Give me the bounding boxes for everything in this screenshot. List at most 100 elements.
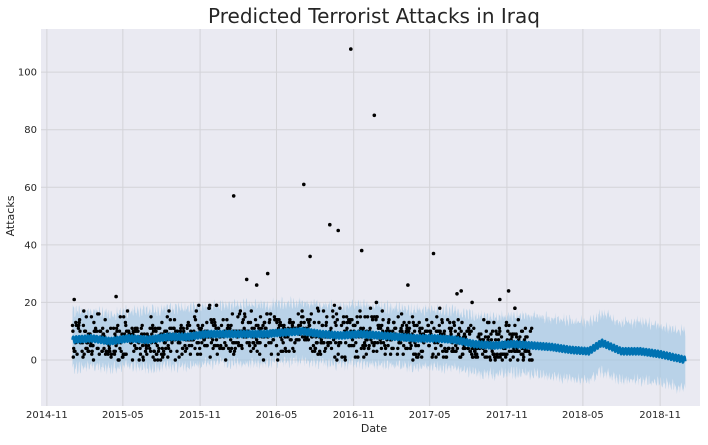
- observed-point: [236, 315, 240, 319]
- observed-point: [302, 182, 306, 187]
- observed-point: [492, 320, 496, 325]
- observed-point: [487, 320, 491, 325]
- forecast-line: [71, 326, 687, 364]
- observed-point: [420, 326, 424, 330]
- observed-point: [166, 355, 170, 359]
- observed-point: [375, 341, 380, 345]
- observed-point: [355, 315, 359, 319]
- observed-point: [495, 352, 499, 356]
- observed-point: [229, 338, 233, 342]
- observed-point: [241, 318, 245, 322]
- observed-point: [326, 343, 330, 348]
- observed-point: [269, 352, 274, 356]
- observed-point: [187, 343, 191, 348]
- observed-point: [432, 326, 436, 330]
- observed-point: [151, 355, 155, 359]
- observed-point: [169, 349, 173, 353]
- observed-point: [328, 341, 333, 345]
- observed-point: [365, 315, 370, 319]
- observed-point: [528, 352, 532, 356]
- observed-point: [530, 326, 534, 330]
- x-axis-label: Date: [361, 422, 388, 435]
- observed-point: [205, 343, 209, 348]
- observed-point: [199, 326, 203, 330]
- observed-point: [504, 323, 508, 328]
- observed-point: [381, 318, 385, 322]
- observed-point: [211, 346, 215, 351]
- observed-point: [284, 349, 288, 353]
- observed-point: [470, 352, 474, 356]
- observed-point: [230, 312, 235, 316]
- y-tick-label: 0: [31, 355, 37, 366]
- observed-point: [258, 315, 263, 319]
- observed-point: [142, 332, 146, 336]
- observed-point: [218, 346, 222, 351]
- observed-point: [336, 343, 341, 348]
- observed-point: [364, 352, 368, 356]
- observed-point: [336, 352, 340, 356]
- observed-point: [323, 349, 327, 353]
- observed-point: [472, 326, 476, 330]
- observed-point: [380, 323, 384, 328]
- observed-point: [139, 326, 143, 330]
- observed-point: [516, 358, 520, 362]
- observed-point: [145, 352, 149, 356]
- observed-point: [395, 352, 400, 356]
- observed-point: [379, 346, 384, 351]
- observed-point: [508, 332, 512, 336]
- observed-point: [89, 315, 94, 319]
- observed-point: [117, 358, 121, 362]
- observed-point: [229, 346, 234, 351]
- observed-point: [328, 222, 332, 227]
- observed-point: [216, 326, 221, 330]
- observed-point: [510, 335, 514, 339]
- observed-point: [264, 326, 268, 330]
- observed-point: [367, 346, 371, 351]
- observed-point: [441, 349, 445, 353]
- observed-point: [297, 338, 301, 342]
- observed-point: [518, 335, 522, 339]
- observed-point: [162, 352, 166, 356]
- observed-point: [449, 326, 454, 330]
- observed-point: [331, 309, 335, 313]
- observed-point: [344, 341, 348, 345]
- observed-point: [291, 320, 295, 325]
- observed-point: [516, 318, 520, 322]
- observed-point: [259, 326, 264, 330]
- observed-point: [506, 329, 510, 333]
- observed-point: [163, 341, 167, 345]
- observed-point: [299, 320, 303, 325]
- observed-point: [228, 326, 232, 330]
- observed-point: [82, 352, 86, 356]
- observed-point: [353, 323, 357, 328]
- observed-point: [140, 343, 145, 348]
- observed-point: [463, 346, 467, 351]
- observed-point: [276, 352, 280, 356]
- observed-point: [156, 358, 160, 362]
- observed-point: [81, 355, 85, 359]
- observed-point: [420, 349, 425, 353]
- observed-point: [211, 338, 215, 342]
- observed-point: [87, 349, 91, 353]
- observed-point: [91, 343, 95, 348]
- observed-point: [383, 352, 387, 356]
- observed-point: [340, 355, 344, 359]
- observed-point: [342, 320, 346, 325]
- observed-point: [363, 315, 367, 319]
- observed-point: [247, 341, 251, 345]
- observed-point: [489, 332, 493, 336]
- observed-point: [193, 318, 198, 322]
- observed-point: [348, 320, 352, 325]
- y-tick-label: 80: [24, 125, 37, 136]
- observed-point: [323, 346, 328, 351]
- observed-point: [212, 318, 216, 322]
- observed-point: [291, 346, 295, 351]
- observed-point: [183, 343, 187, 348]
- observed-point: [98, 329, 103, 333]
- observed-point: [334, 323, 338, 328]
- observed-point: [358, 309, 362, 313]
- observed-point: [168, 318, 172, 322]
- observed-point: [372, 343, 376, 348]
- observed-point: [181, 326, 185, 330]
